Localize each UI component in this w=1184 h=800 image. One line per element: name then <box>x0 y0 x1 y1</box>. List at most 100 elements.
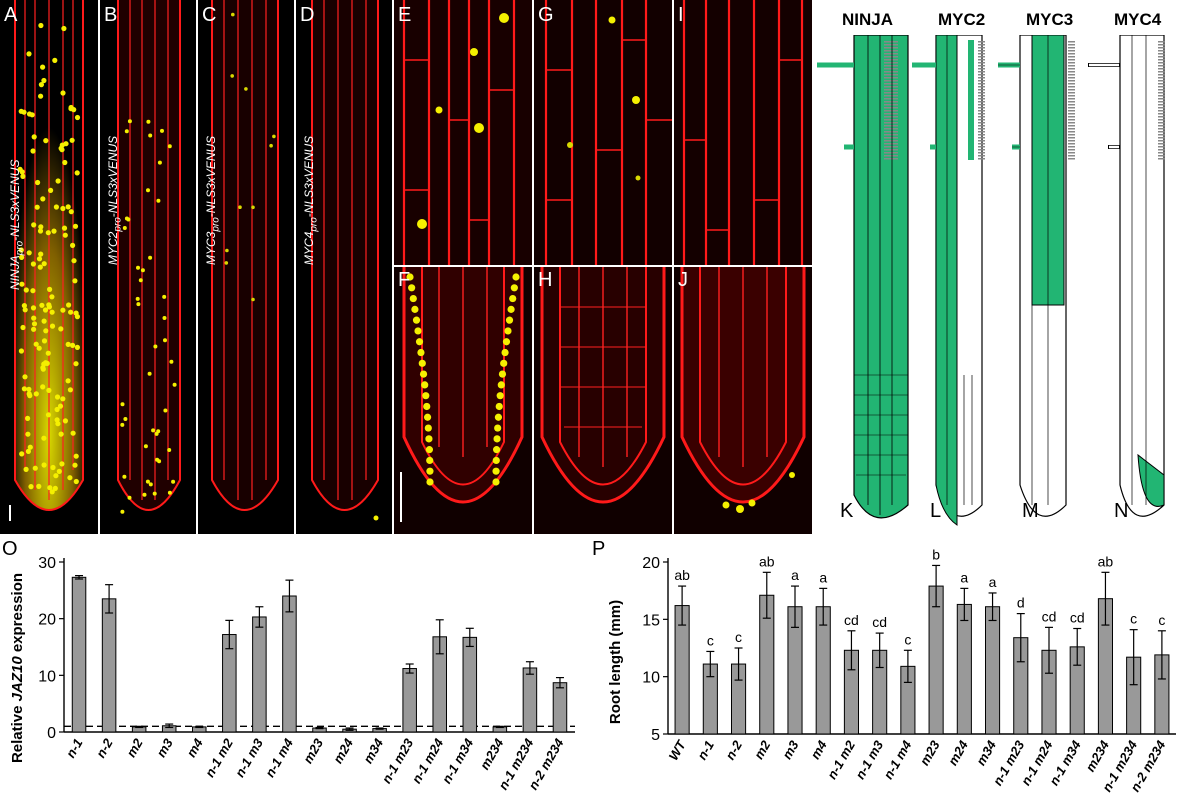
bar <box>552 682 568 733</box>
y-tick-label: 10 <box>38 668 56 685</box>
panel-label-o: O <box>2 538 18 560</box>
panel-label: B <box>104 4 118 26</box>
nucleus-dot <box>120 509 125 514</box>
nucleus-dot <box>153 344 158 349</box>
x-tick-label: n-2 <box>93 735 116 760</box>
nucleus-dot <box>492 467 500 475</box>
nucleus-dot <box>504 327 512 335</box>
schematic-myc4 <box>1088 35 1165 517</box>
nucleus-dot <box>146 188 150 193</box>
nucleus-dot <box>492 478 500 486</box>
bar <box>71 576 87 733</box>
nucleus-dot <box>414 327 422 335</box>
x-tick-label: n-1 m3 <box>232 735 266 779</box>
nucleus-dot <box>47 286 53 292</box>
nucleus-dot <box>68 209 74 215</box>
nucleus-dot <box>34 204 40 210</box>
nucleus-dot <box>122 474 127 479</box>
construct-label: MYC3pro-NLS3xVENUS <box>204 135 222 265</box>
panel-label: F <box>398 269 411 291</box>
significance-letter: d <box>1017 595 1025 611</box>
x-tick-label: m23 <box>300 735 326 766</box>
nucleus-dot <box>148 133 153 138</box>
nucleus-dot <box>54 394 61 400</box>
nucleus-dot <box>145 479 150 484</box>
nucleus-dot <box>62 418 68 424</box>
nucleus-dot <box>238 205 242 209</box>
nucleus-dot <box>21 109 27 115</box>
significance-letter: ab <box>759 553 775 569</box>
nucleus-dot <box>37 264 43 270</box>
nucleus-dot <box>171 479 176 484</box>
panel-a: A NINJApro-NLS3xVENUS <box>0 0 98 534</box>
x-tick-label: m234 <box>1082 737 1112 774</box>
nucleus-dot <box>33 341 39 347</box>
nucleus-dot <box>497 381 505 389</box>
nucleus-dot <box>120 422 125 427</box>
nucleus-dot <box>65 378 71 384</box>
nucleus-dot <box>66 302 72 308</box>
nucleus-dot <box>60 307 66 313</box>
nucleus-dot <box>225 248 229 253</box>
nucleus-dot <box>22 307 28 313</box>
panel-j: J <box>674 267 812 534</box>
chart-jaz10-expression: Relative JAZ10 expression 0 10 20 30 n-1 n-2… <box>9 555 575 792</box>
nucleus-dot <box>40 196 46 202</box>
schematic-ninja <box>817 35 909 519</box>
nucleus-dot <box>495 402 503 411</box>
nucleus-dot <box>69 137 75 143</box>
nucleus-dot <box>426 456 434 465</box>
panel-f: F <box>394 267 532 534</box>
micrograph-j <box>674 267 812 534</box>
schematic-header-ninja: NINJA <box>842 10 894 29</box>
nucleus-dot <box>494 424 502 432</box>
bar <box>282 595 297 733</box>
significance-letter: a <box>960 569 968 585</box>
nucleus-dot <box>507 305 515 313</box>
panel-i: I <box>674 0 812 265</box>
nucleus-dot <box>147 371 152 376</box>
nucleus-dot <box>493 435 501 443</box>
nucleus-dot <box>26 386 32 392</box>
nucleus-dot <box>49 294 55 300</box>
nucleus-dot <box>56 468 62 474</box>
nucleus-dot <box>54 417 60 423</box>
nucleus-dot <box>418 359 426 367</box>
nucleus-dot <box>27 444 33 450</box>
nucleus-dot <box>251 205 255 210</box>
nucleus-dot <box>25 431 31 437</box>
significance-letter: c <box>1158 612 1165 628</box>
nucleus-dot <box>29 112 35 118</box>
panel-d: D MYC4pro-NLS3xVENUS <box>296 0 392 534</box>
micrograph-d <box>296 0 392 534</box>
schematic-myc3 <box>998 35 1075 517</box>
y-tick-label: 5 <box>651 727 660 744</box>
nucleus-dot <box>40 365 46 371</box>
schematic-header-myc4: MYC4 <box>1114 10 1162 29</box>
nucleus-dot <box>415 338 424 346</box>
panel-label: E <box>398 4 412 26</box>
nucleus-dot <box>48 187 54 193</box>
nucleus-dot <box>55 178 61 184</box>
y-tick-label: 20 <box>38 612 56 629</box>
y-tick-label: 30 <box>38 555 56 572</box>
nucleus-dot <box>422 392 430 400</box>
nucleus-dot <box>41 318 47 324</box>
panel-b: B MYC2pro-NLS3xVENUS <box>100 0 196 534</box>
nucleus-dot <box>41 462 47 468</box>
nucleus-dot <box>138 278 143 283</box>
nucleus-dot <box>73 453 79 459</box>
nucleus-dot <box>49 309 55 315</box>
nucleus-dot <box>43 138 49 144</box>
nucleus-dot <box>44 360 50 366</box>
nucleus-dot <box>496 392 504 400</box>
nucleus-dot <box>423 402 431 411</box>
nucleus-dot <box>509 294 517 303</box>
nucleus-dot <box>65 341 71 347</box>
nucleus-dot <box>30 148 36 154</box>
nucleus-dot <box>172 382 177 387</box>
panel-label: J <box>678 269 688 291</box>
nucleus-dot <box>52 485 58 491</box>
nucleus-dot <box>426 467 434 475</box>
